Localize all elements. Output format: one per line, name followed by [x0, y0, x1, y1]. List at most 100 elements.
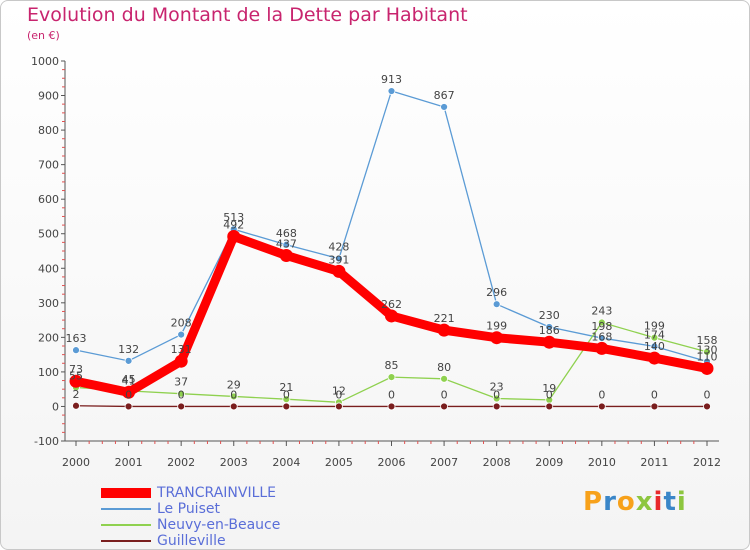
legend-label-trancrainville: TRANCRAINVILLE: [157, 485, 277, 501]
x-tick-label: 2006: [378, 456, 406, 469]
data-point-trancrainville: [542, 335, 556, 349]
data-label-trancrainville: 186: [539, 324, 560, 337]
data-label-guilleville: 0: [493, 388, 500, 401]
y-axis-unit: (en €): [27, 29, 60, 42]
data-label-trancrainville: 437: [276, 237, 297, 250]
data-point-neuvy-en-beauce: [597, 318, 606, 327]
data-point-trancrainville: [174, 354, 188, 368]
data-point-neuvy-en-beauce: [650, 333, 659, 342]
legend-label-le-puiset: Le Puiset: [157, 501, 220, 517]
data-point-neuvy-en-beauce: [387, 373, 396, 381]
data-label-guilleville: 0: [441, 388, 448, 401]
data-point-neuvy-en-beauce: [440, 374, 448, 383]
y-tick-label: 100: [38, 366, 59, 379]
y-tick-label: 0: [52, 400, 59, 413]
data-point-trancrainville: [122, 385, 136, 399]
data-label-le-puiset: 163: [66, 332, 87, 345]
y-tick-label: 200: [38, 331, 59, 344]
data-label-trancrainville: 41: [122, 374, 136, 387]
data-point-trancrainville: [700, 361, 714, 375]
data-label-guilleville: 0: [388, 388, 395, 401]
y-tick-label: 300: [38, 297, 59, 310]
x-tick-label: 2005: [325, 456, 353, 469]
x-tick-label: 2004: [272, 456, 300, 469]
logo-letter: i: [653, 487, 664, 517]
data-point-le-puiset: [492, 300, 501, 309]
data-point-trancrainville: [227, 229, 241, 243]
legend-label-neuvy-en-beauce: Neuvy-en-Beauce: [157, 517, 281, 533]
data-label-neuvy-en-beauce: 45: [122, 373, 136, 386]
chart-title: Evolution du Montant de la Dette par Hab…: [27, 4, 468, 26]
data-label-le-puiset: 174: [644, 328, 665, 341]
x-tick-label: 2000: [62, 456, 90, 469]
data-point-le-puiset: [650, 342, 659, 351]
y-tick-label: -100: [34, 435, 59, 448]
data-label-le-puiset: 913: [381, 73, 402, 86]
data-label-neuvy-en-beauce: 21: [279, 381, 293, 394]
data-point-le-puiset: [387, 87, 396, 95]
data-point-guilleville: [703, 402, 711, 411]
logo-letter: r: [603, 487, 617, 517]
data-label-le-puiset: 513: [223, 211, 244, 224]
data-point-guilleville: [229, 402, 238, 411]
data-point-guilleville: [72, 401, 80, 410]
data-point-trancrainville: [279, 248, 293, 262]
data-label-neuvy-en-beauce: 29: [227, 378, 241, 391]
logo-letter: x: [635, 487, 654, 517]
x-tick-label: 2003: [220, 456, 248, 469]
data-label-guilleville: 0: [704, 388, 711, 401]
data-label-le-puiset: 198: [591, 320, 612, 333]
data-label-le-puiset: 230: [539, 309, 560, 322]
legend-swatch-le-puiset: [101, 508, 151, 510]
x-tick-label: 2011: [640, 456, 668, 469]
data-label-trancrainville: 391: [328, 253, 349, 266]
x-tick-label: 2012: [693, 456, 721, 469]
data-label-neuvy-en-beauce: 243: [591, 305, 612, 318]
data-point-trancrainville: [69, 374, 83, 388]
y-tick-label: 700: [38, 159, 59, 172]
data-label-neuvy-en-beauce: 55: [69, 369, 83, 382]
data-point-guilleville: [545, 402, 554, 411]
data-label-le-puiset: 296: [486, 286, 507, 299]
axes: -100010020030040050060070080090010002000…: [31, 55, 721, 469]
data-label-neuvy-en-beauce: 199: [644, 320, 665, 333]
data-label-neuvy-en-beauce: 80: [437, 361, 451, 374]
data-label-guilleville: 2: [73, 388, 80, 401]
x-tick-label: 2009: [535, 456, 563, 469]
data-label-trancrainville: 140: [644, 340, 665, 353]
y-tick-label: 600: [38, 193, 59, 206]
data-label-trancrainville: 492: [223, 218, 244, 231]
data-label-le-puiset: 132: [118, 343, 139, 356]
data-point-le-puiset: [282, 240, 291, 249]
data-label-guilleville: 0: [335, 388, 342, 401]
data-label-neuvy-en-beauce: 12: [332, 384, 346, 397]
y-tick-label: 1000: [31, 55, 59, 68]
data-point-le-puiset: [72, 346, 80, 355]
data-point-guilleville: [124, 402, 133, 411]
data-point-le-puiset: [124, 356, 133, 365]
data-label-le-puiset: 428: [328, 241, 349, 254]
data-point-guilleville: [440, 402, 448, 411]
data-label-neuvy-en-beauce: 23: [490, 381, 504, 394]
data-point-guilleville: [335, 402, 343, 411]
data-point-guilleville: [650, 402, 659, 411]
data-point-le-puiset: [335, 254, 343, 263]
data-point-le-puiset: [545, 323, 554, 331]
data-point-trancrainville: [385, 309, 398, 323]
data-point-guilleville: [177, 402, 186, 411]
data-point-neuvy-en-beauce: [177, 389, 186, 398]
data-label-guilleville: 0: [546, 388, 553, 401]
logo-letter: t: [663, 487, 677, 517]
data-point-guilleville: [597, 402, 606, 411]
data-label-neuvy-en-beauce: 85: [385, 359, 399, 372]
data-label-trancrainville: 262: [381, 298, 402, 311]
data-point-guilleville: [387, 402, 396, 411]
data-label-guilleville: 0: [283, 388, 290, 401]
data-label-trancrainville: 168: [591, 330, 612, 343]
logo-letter: i: [676, 487, 687, 517]
data-label-guilleville: 0: [598, 388, 605, 401]
data-point-trancrainville: [595, 341, 609, 355]
data-point-neuvy-en-beauce: [229, 392, 238, 401]
